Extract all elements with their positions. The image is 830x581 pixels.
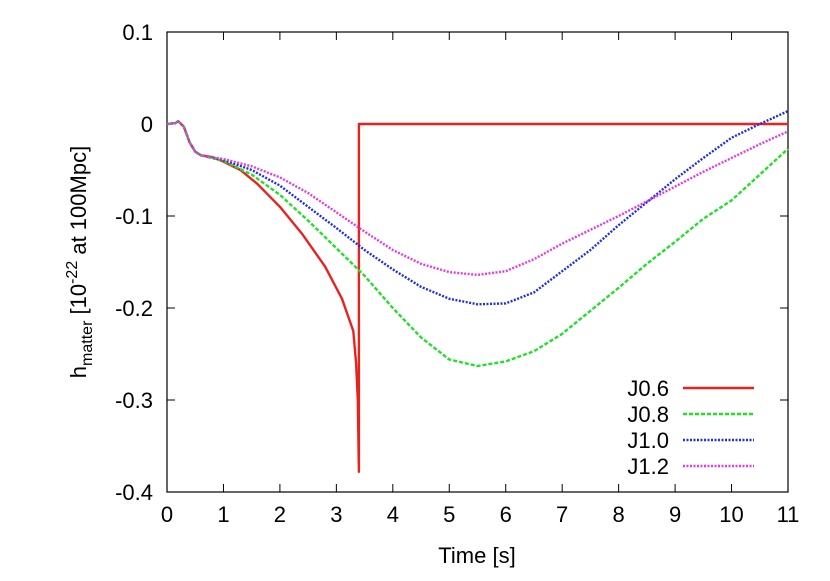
x-tick-label: 8 xyxy=(613,502,625,527)
y-tick-label: -0.1 xyxy=(115,204,153,229)
series-line-J0.8 xyxy=(166,120,789,368)
series-line-J1.2 xyxy=(166,120,789,277)
legend-label: J1.2 xyxy=(627,454,669,479)
y-axis-label: hmatter [10-22 at 100Mpc] xyxy=(64,146,96,378)
y-label-tail: at 100Mpc] xyxy=(66,146,91,261)
legend-label: J0.8 xyxy=(627,402,669,427)
x-tick-label: 6 xyxy=(500,502,512,527)
y-label-sup: -22 xyxy=(64,261,81,284)
y-label-mid: [10 xyxy=(66,284,91,321)
x-tick-label: 4 xyxy=(387,502,399,527)
x-axis-label: Time [s] xyxy=(438,543,515,568)
y-tick-label: -0.2 xyxy=(115,296,153,321)
x-tick-label: 1 xyxy=(217,502,229,527)
x-tick-label: 11 xyxy=(777,502,800,527)
x-tick-label: 10 xyxy=(719,502,743,527)
y-tick-label: 0.1 xyxy=(122,20,153,45)
series-line-J1.0 xyxy=(166,110,789,306)
y-axis: -0.4 -0.3 -0.2 -0.1 0 0.1 xyxy=(115,20,788,505)
legend-label: J0.6 xyxy=(627,376,669,401)
x-tick-label: 0 xyxy=(161,502,173,527)
y-tick-label: -0.3 xyxy=(115,388,153,413)
x-tick-label: 5 xyxy=(443,502,455,527)
y-label-sub: matter xyxy=(79,320,96,366)
x-axis: 0 1 2 3 4 5 6 7 8 9 10 11 xyxy=(161,32,800,527)
y-tick-label: 0 xyxy=(141,112,153,137)
x-tick-label: 2 xyxy=(274,502,286,527)
x-tick-label: 7 xyxy=(556,502,568,527)
y-label-base: h xyxy=(66,366,91,378)
plot-area-frame xyxy=(166,31,789,493)
x-tick-label: 3 xyxy=(330,502,342,527)
y-tick-label: -0.4 xyxy=(115,480,153,505)
legend: J0.6J0.8J1.0J1.2 xyxy=(627,376,754,479)
legend-label: J1.0 xyxy=(627,428,669,453)
series-lines xyxy=(166,110,789,473)
x-tick-label: 9 xyxy=(669,502,681,527)
